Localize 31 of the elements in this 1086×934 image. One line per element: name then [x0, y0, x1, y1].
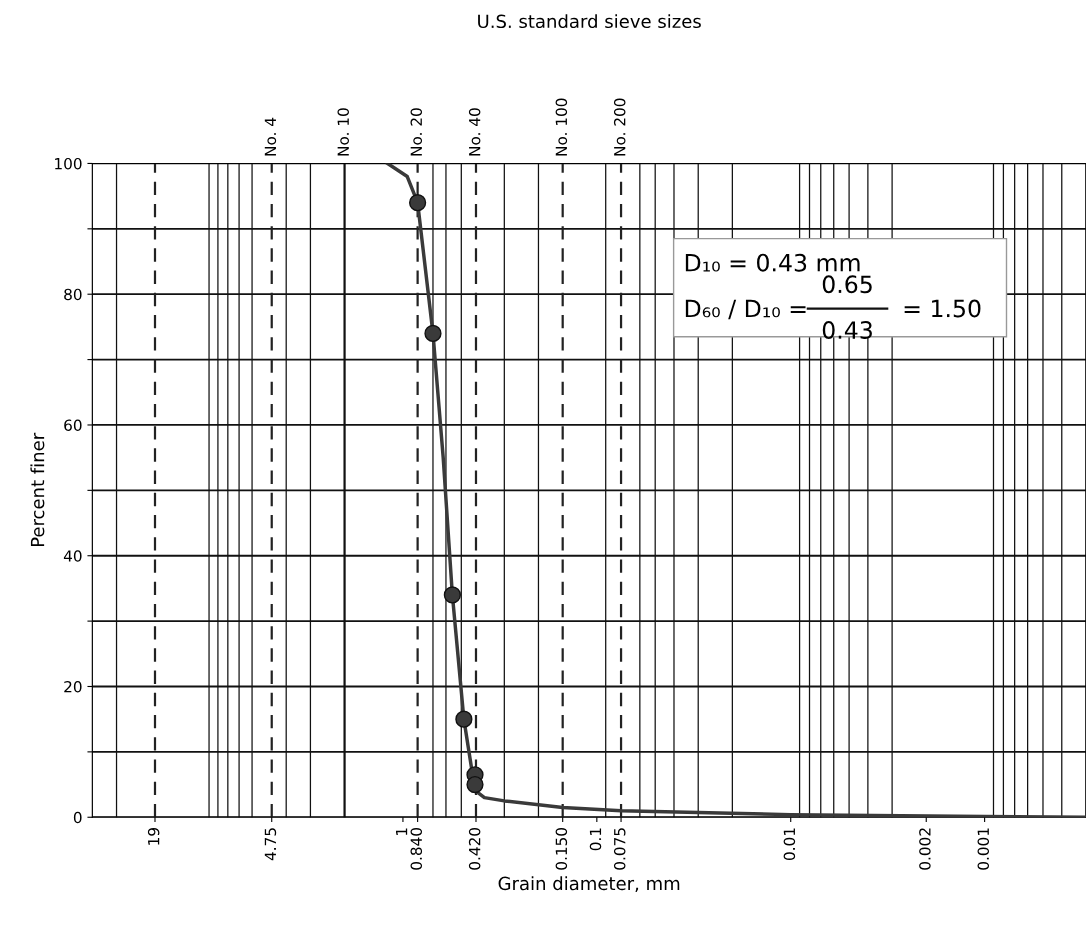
ref-line-label: No. 20 — [410, 108, 423, 156]
annotation: 0.65 — [822, 275, 872, 294]
text: U.S. standard sieve sizes — [478, 14, 701, 29]
y-tick-label: 0 — [73, 811, 82, 824]
annotation: = 1.50 — [904, 299, 981, 318]
x-tick-label: 0.01 — [783, 828, 796, 860]
x-tick-label: 0.002 — [919, 828, 931, 870]
x-tick-label: 0.420 — [468, 827, 481, 870]
ref-line-label: No. 200 — [613, 98, 626, 156]
x-tick-label: 0.1 — [589, 828, 602, 851]
annotation: D₁₀ = 0.43 mm — [685, 253, 860, 272]
y-tick-label: 60 — [64, 419, 82, 431]
x-tick-label: 0.840 — [410, 827, 423, 870]
y-tick-label: 40 — [63, 550, 82, 562]
y-axis-title: Percent finer — [30, 432, 45, 547]
x-tick-label: 19 — [147, 828, 160, 845]
x-tick-label: 0.150 — [555, 827, 568, 870]
y-tick-label: 100 — [55, 157, 82, 170]
ref-line-label: No. 4 — [264, 117, 277, 156]
ref-line-label: No. 40 — [468, 108, 481, 156]
y-tick-label: 20 — [64, 680, 82, 693]
x-tick-label: 0.001 — [977, 828, 990, 870]
x-tick-label: 0.075 — [613, 828, 626, 870]
y-tick-label: 80 — [64, 288, 82, 301]
x-axis-title: Grain diameter, mm — [498, 876, 680, 893]
ref-line-label: No. 10 — [337, 108, 349, 156]
annotation: 0.43 — [822, 321, 872, 339]
x-tick-label: 4.75 — [264, 828, 277, 861]
x-tick-label: 1 — [396, 828, 408, 836]
annotation: D₆₀ / D₁₀ = — [685, 299, 806, 320]
ref-line-label: No. 100 — [555, 98, 568, 156]
